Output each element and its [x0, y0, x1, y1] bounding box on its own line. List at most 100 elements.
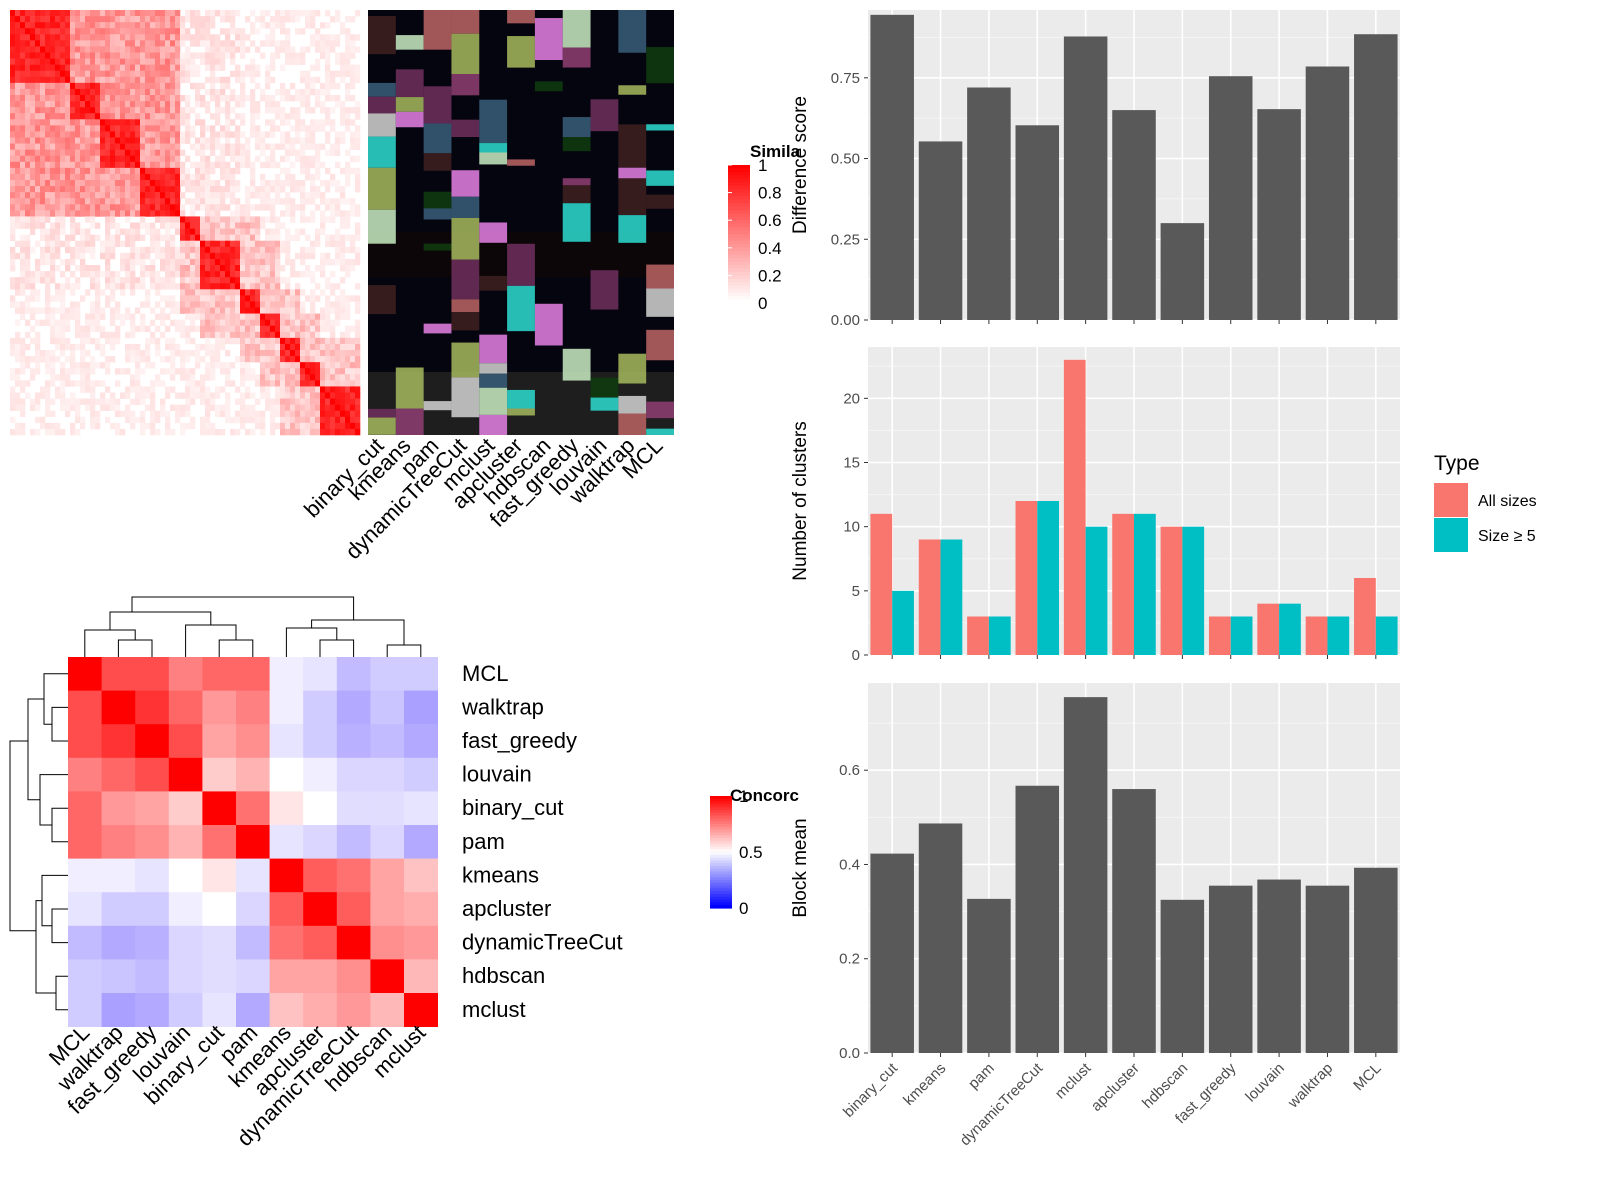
similarity-cell [55, 222, 61, 229]
concordance-cell [303, 858, 338, 893]
similarity-cell [120, 70, 126, 78]
similarity-cell [125, 10, 131, 17]
similarity-cell [75, 228, 81, 235]
y-tick-label: 20 [843, 390, 860, 407]
similarity-cell [80, 76, 86, 84]
similarity-cell [145, 204, 151, 211]
similarity-cell [80, 386, 86, 393]
similarity-cell [135, 125, 141, 132]
similarity-cell [65, 356, 71, 363]
similarity-cell [90, 70, 96, 78]
similarity-cell [75, 222, 81, 229]
similarity-cell [230, 52, 236, 59]
similarity-cell [205, 173, 211, 181]
similarity-cell [200, 52, 206, 59]
similarity-cell [160, 319, 166, 327]
similarity-cell [265, 356, 271, 363]
similarity-cell [190, 416, 196, 424]
similarity-cell [80, 155, 86, 163]
similarity-cell [120, 137, 126, 144]
similarity-cell [325, 392, 331, 399]
similarity-cell [15, 28, 21, 35]
similarity-cell [85, 167, 91, 175]
similarity-cell [285, 325, 291, 333]
similarity-cell [245, 319, 251, 327]
similarity-cell [145, 362, 151, 369]
legend-tick-label: 0 [739, 899, 748, 918]
similarity-cell [215, 362, 221, 369]
dendrogram-branch [27, 698, 44, 801]
similarity-cell [15, 95, 21, 102]
similarity-cell [150, 246, 156, 254]
similarity-cell [85, 34, 91, 41]
similarity-cell [295, 416, 301, 424]
similarity-cell [230, 143, 236, 150]
similarity-cell [210, 52, 216, 59]
similarity-cell [195, 265, 201, 272]
similarity-cell [165, 313, 171, 320]
similarity-cell [35, 222, 41, 229]
similarity-cell [355, 70, 361, 78]
similarity-cell [280, 240, 286, 248]
similarity-cell [215, 180, 221, 187]
similarity-cell [50, 155, 56, 163]
similarity-cell [210, 16, 216, 23]
similarity-cell [300, 95, 306, 102]
similarity-cell [245, 198, 251, 205]
similarity-cell [160, 173, 166, 181]
similarity-cell [130, 246, 136, 254]
similarity-cell [50, 137, 56, 144]
similarity-cell [70, 252, 76, 260]
similarity-cell [355, 234, 361, 242]
similarity-cell [210, 46, 216, 53]
similarity-cell [210, 398, 216, 405]
similarity-cell [170, 368, 176, 375]
similarity-cell [295, 283, 301, 290]
similarity-cell [185, 113, 191, 120]
similarity-cell [50, 16, 56, 23]
similarity-cell [170, 295, 176, 302]
similarity-cell [355, 422, 361, 430]
similarity-cell [205, 155, 211, 163]
cluster-cell [479, 275, 508, 291]
similarity-cell [180, 70, 186, 78]
similarity-cell [15, 289, 21, 296]
similarity-cell [150, 307, 156, 314]
similarity-cell [25, 301, 31, 308]
legend-gradient [728, 268, 750, 273]
similarity-cell [310, 246, 316, 254]
similarity-cell [125, 34, 131, 41]
similarity-cell [170, 428, 176, 436]
similarity-cell [110, 10, 116, 17]
similarity-cell [280, 113, 286, 120]
similarity-cell [70, 186, 76, 193]
similarity-cell [160, 186, 166, 193]
similarity-cell [120, 76, 126, 84]
cluster-cell [618, 413, 647, 435]
similarity-cell [220, 325, 226, 333]
similarity-cell [90, 107, 96, 114]
similarity-cell [320, 40, 326, 47]
similarity-cell [305, 380, 311, 387]
similarity-cell [250, 58, 256, 65]
similarity-cell [95, 283, 101, 290]
similarity-cell [85, 131, 91, 138]
similarity-cell [310, 192, 316, 199]
similarity-cell [25, 295, 31, 302]
similarity-cell [305, 295, 311, 302]
similarity-cell [310, 216, 316, 223]
similarity-cell [140, 180, 146, 187]
similarity-cell [235, 398, 241, 405]
similarity-cell [220, 16, 226, 23]
similarity-cell [100, 143, 106, 150]
similarity-cell [210, 362, 216, 369]
similarity-cell [320, 386, 326, 393]
similarity-cell [25, 52, 31, 59]
similarity-cell [200, 186, 206, 193]
similarity-cell [255, 222, 261, 229]
similarity-cell [355, 350, 361, 357]
similarity-cell [190, 40, 196, 47]
similarity-cell [50, 368, 56, 375]
similarity-cell [25, 95, 31, 102]
similarity-cell [115, 228, 121, 235]
